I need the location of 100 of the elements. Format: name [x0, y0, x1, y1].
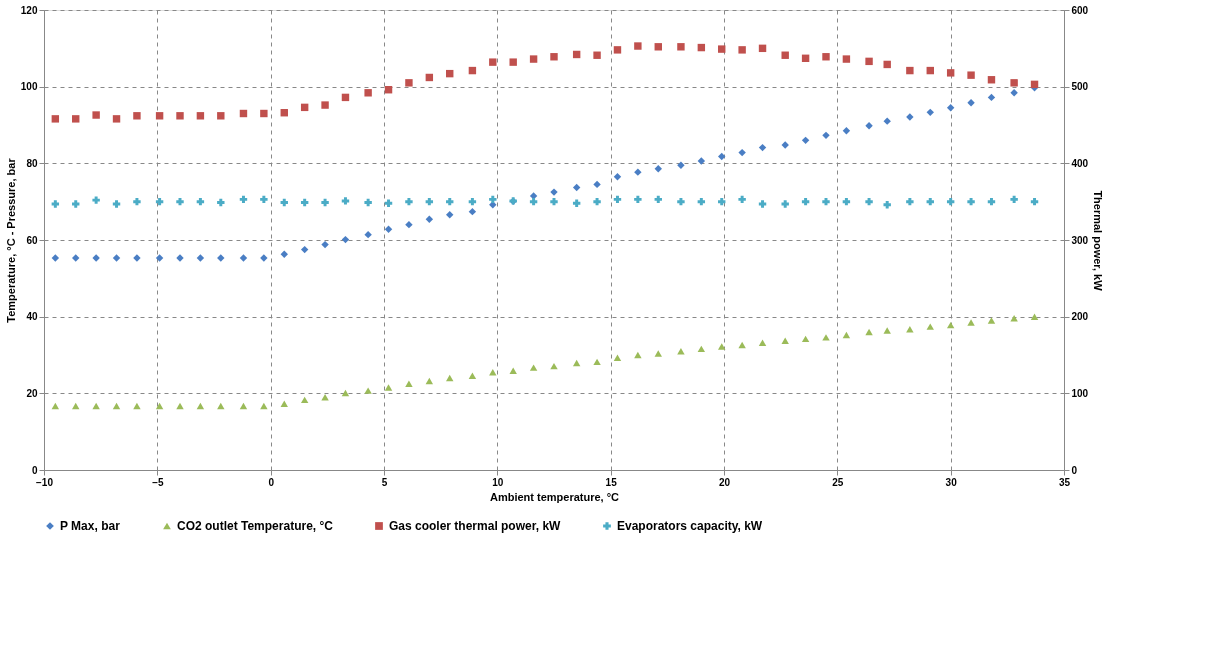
point	[883, 327, 891, 334]
point	[384, 384, 393, 391]
point	[987, 93, 996, 102]
point	[654, 164, 662, 173]
x-tick-label: 0	[268, 476, 275, 488]
y2-axis-title: Thermal power, kW	[1092, 190, 1105, 292]
point	[51, 200, 60, 208]
point	[697, 197, 706, 206]
point	[155, 402, 164, 410]
y2-tick-label: 500	[1071, 81, 1089, 93]
y-tick-label: 40	[26, 311, 38, 323]
point	[758, 143, 767, 152]
point	[489, 58, 497, 66]
point	[883, 201, 891, 209]
x-tick-label: −10	[36, 476, 54, 488]
point	[906, 197, 914, 206]
point	[822, 53, 830, 61]
point	[509, 58, 517, 66]
point	[738, 195, 746, 204]
point	[718, 45, 726, 53]
point	[176, 112, 184, 120]
y2-tick-label: 400	[1071, 157, 1089, 169]
point	[468, 372, 477, 379]
point	[446, 210, 454, 219]
x-axis-title: Ambient temperature, °C	[489, 490, 620, 503]
point	[697, 345, 706, 353]
point	[1030, 313, 1039, 320]
point	[509, 367, 517, 374]
point	[634, 351, 642, 359]
point	[946, 197, 955, 206]
point	[280, 400, 288, 407]
y2-tick-label: 600	[1071, 4, 1089, 16]
point	[425, 377, 434, 385]
y2-tick-label: 200	[1071, 311, 1089, 323]
point	[217, 402, 225, 410]
point	[217, 112, 225, 120]
point	[822, 131, 830, 140]
point	[529, 364, 538, 371]
point	[405, 220, 413, 229]
point	[364, 89, 372, 97]
legend-label: Gas cooler thermal power, kW	[389, 519, 562, 533]
point	[364, 198, 372, 207]
point	[384, 225, 393, 233]
point	[865, 197, 873, 206]
point	[801, 335, 810, 343]
point	[260, 402, 268, 410]
point	[425, 215, 434, 224]
y-tick-label: 0	[31, 464, 38, 476]
point	[176, 402, 184, 410]
point	[341, 389, 350, 397]
point	[634, 42, 642, 50]
point	[51, 402, 60, 410]
point	[634, 195, 642, 204]
point	[906, 326, 914, 333]
point	[550, 53, 558, 61]
point	[155, 197, 164, 206]
point	[300, 198, 309, 207]
point	[300, 396, 309, 404]
point	[364, 387, 372, 394]
point	[405, 380, 413, 387]
point	[112, 402, 121, 410]
point	[926, 323, 934, 330]
point	[822, 197, 830, 206]
point	[697, 157, 706, 165]
point	[718, 197, 726, 206]
point	[72, 402, 80, 410]
point	[321, 198, 329, 207]
point	[822, 334, 830, 341]
point	[967, 71, 975, 79]
point	[613, 46, 622, 54]
x-tick-label: 15	[605, 476, 618, 488]
point	[239, 254, 248, 262]
point	[155, 112, 164, 120]
point	[801, 136, 810, 145]
point	[176, 197, 184, 206]
point	[51, 115, 60, 123]
point	[112, 115, 121, 123]
point	[967, 319, 975, 326]
y2-tick-label: 100	[1071, 387, 1089, 399]
point	[72, 200, 80, 208]
y-tick-label: 20	[26, 387, 38, 399]
x-tick-label: 30	[945, 476, 958, 488]
point	[738, 341, 746, 349]
point	[987, 197, 996, 206]
point	[677, 43, 685, 51]
point	[926, 197, 934, 206]
y-tick-label: 120	[20, 4, 38, 16]
y2-tick-label: 300	[1071, 234, 1089, 246]
point	[593, 197, 601, 206]
point	[883, 117, 891, 125]
point	[321, 101, 329, 109]
point	[758, 339, 767, 346]
point	[280, 198, 288, 207]
y-axis-title: Temperature, °C - Pressure, bar	[4, 157, 17, 323]
point	[781, 337, 789, 345]
point	[842, 127, 851, 135]
point	[196, 254, 205, 262]
point	[572, 199, 581, 207]
point	[906, 66, 914, 75]
point	[446, 197, 454, 206]
